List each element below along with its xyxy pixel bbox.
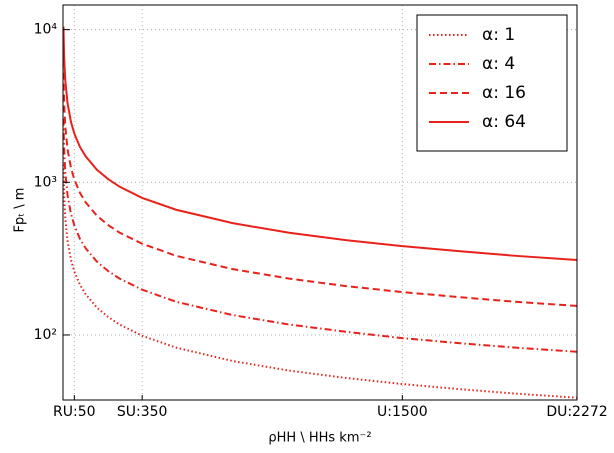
y-axis-label: Fpₜ \ m [13,188,28,233]
y-tick-label: 10² [34,327,57,343]
x-tick-label: DU:2272 [546,404,607,420]
data-line [63,26,577,261]
y-tick-label: 10⁴ [34,22,58,38]
legend-label: α: 1 [482,25,515,45]
data-line [63,118,577,353]
y-tick-label: 10³ [34,174,57,190]
x-tick-label: RU:50 [53,404,96,420]
x-tick-label: SU:350 [117,404,168,420]
x-tick-label: U:1500 [377,404,428,420]
plot-frame [62,4,578,401]
legend-box [416,14,568,152]
data-line [63,164,577,399]
legend-label: α: 4 [482,54,515,74]
legend-label: α: 64 [482,112,526,132]
data-line [63,72,577,307]
x-axis-label: ρHH \ HHs km⁻² [268,431,371,446]
legend-label: α: 16 [482,83,526,103]
legend: α: 1 α: 4 α: 16 α: 64 [416,14,568,152]
